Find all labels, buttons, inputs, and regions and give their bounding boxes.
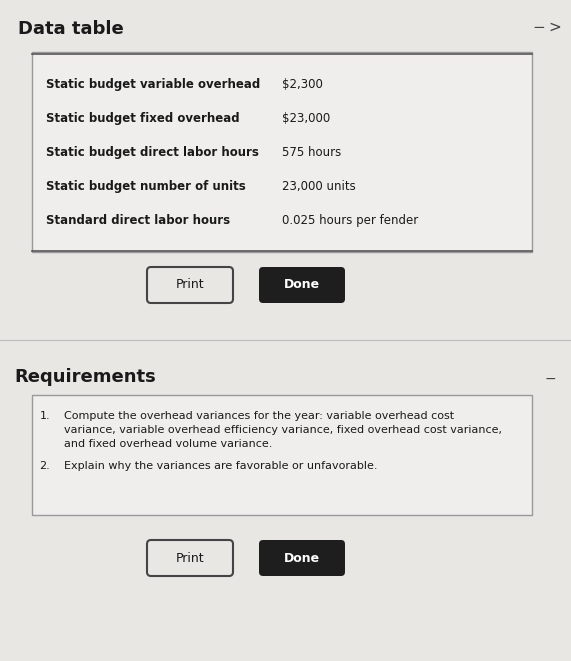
Text: 0.025 hours per fender: 0.025 hours per fender — [282, 214, 418, 227]
Text: Done: Done — [284, 551, 320, 564]
Text: Static budget fixed overhead: Static budget fixed overhead — [46, 112, 240, 125]
Text: and fixed overhead volume variance.: and fixed overhead volume variance. — [64, 439, 272, 449]
FancyBboxPatch shape — [32, 395, 532, 515]
Text: Static budget variable overhead: Static budget variable overhead — [46, 78, 260, 91]
Text: Static budget number of units: Static budget number of units — [46, 180, 246, 193]
FancyBboxPatch shape — [32, 52, 532, 252]
Text: Data table: Data table — [18, 20, 124, 38]
Text: Done: Done — [284, 278, 320, 292]
FancyBboxPatch shape — [147, 267, 233, 303]
Text: 1.: 1. — [39, 411, 50, 421]
Text: Static budget direct labor hours: Static budget direct labor hours — [46, 146, 259, 159]
Text: 23,000 units: 23,000 units — [282, 180, 356, 193]
Text: Explain why the variances are favorable or unfavorable.: Explain why the variances are favorable … — [64, 461, 377, 471]
Text: Requirements: Requirements — [14, 368, 156, 386]
FancyBboxPatch shape — [259, 540, 345, 576]
Text: Compute the overhead variances for the year: variable overhead cost: Compute the overhead variances for the y… — [64, 411, 454, 421]
Text: variance, variable overhead efficiency variance, fixed overhead cost variance,: variance, variable overhead efficiency v… — [64, 425, 502, 435]
Text: Print: Print — [176, 278, 204, 292]
Text: −: − — [545, 372, 557, 386]
Text: 2.: 2. — [39, 461, 50, 471]
Text: −: − — [532, 20, 545, 35]
FancyBboxPatch shape — [259, 267, 345, 303]
Text: $2,300: $2,300 — [282, 78, 323, 91]
FancyBboxPatch shape — [147, 540, 233, 576]
Text: $23,000: $23,000 — [282, 112, 330, 125]
Text: Standard direct labor hours: Standard direct labor hours — [46, 214, 230, 227]
Text: >: > — [548, 20, 561, 35]
Text: Print: Print — [176, 551, 204, 564]
Text: 575 hours: 575 hours — [282, 146, 341, 159]
